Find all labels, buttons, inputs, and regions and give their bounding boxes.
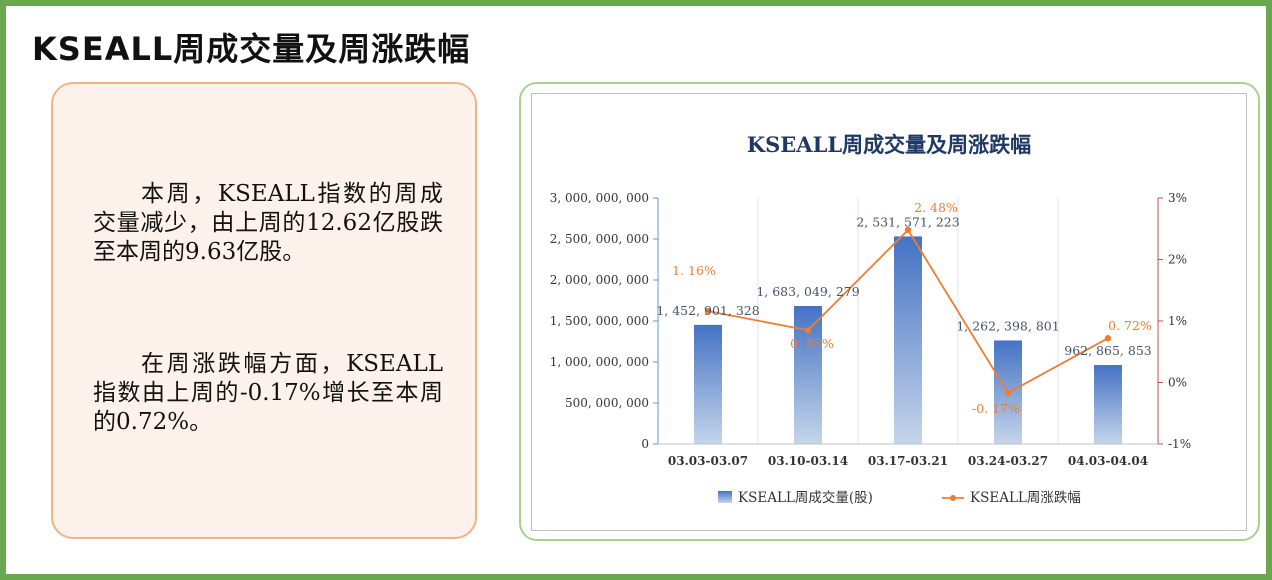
left-axis-tick-label: 0 [641,437,649,451]
change-point [804,327,812,334]
change-point [704,307,712,315]
change-point-label: 0. 72% [1108,318,1152,333]
legend-line-label: KSEALL周涨跌幅 [970,490,1081,506]
left-axis-tick-label: 1, 500, 000, 000 [550,314,649,328]
summary-paragraph-volume: 本周，KSEALL指数的周成交量减少，由上周的12.62亿股跌至本周的9.63亿… [93,181,443,265]
change-point-label: -0. 17% [972,401,1020,416]
right-axis-tick-label: 0% [1168,376,1187,390]
volume-bar-label: 1, 452, 901, 328 [656,303,759,318]
change-point [904,226,912,234]
change-point-label: 1. 16% [672,263,716,278]
volume-bar [1094,365,1122,444]
volume-bar-label: 1, 683, 049, 279 [756,284,859,299]
summary-card: 本周，KSEALL指数的周成交量减少，由上周的12.62亿股跌至本周的9.63亿… [51,82,477,539]
legend-bar-swatch [718,491,732,503]
chart-title: KSEALL周成交量及周涨跌幅 [747,132,1031,157]
summary-paragraph-change: 在周涨跌幅方面，KSEALL指数由上周的-0.17%增长至本周的0.72%。 [93,351,443,435]
left-axis-tick-label: 1, 000, 000, 000 [550,355,649,369]
chart-card: KSEALL周成交量及周涨跌幅 0 500, 000, 000 1, 000, 00… [519,82,1260,541]
right-axis-tick-label: -1% [1168,437,1191,451]
left-axis-tick-label: 2, 000, 000, 000 [550,273,649,287]
volume-bar [894,236,922,444]
volume-bar-label: 2, 531, 571, 223 [856,214,959,229]
change-point [1104,335,1112,342]
combo-chart: KSEALL周成交量及周涨跌幅 0 500, 000, 000 1, 000, 00… [550,132,1191,506]
volume-bar-label: 962, 865, 853 [1064,343,1152,358]
x-axis-tick-label: 03.03-03.07 [668,454,748,468]
left-axis-tick-label: 500, 000, 000 [565,396,649,410]
change-point-label: 0. 85% [790,336,834,351]
chart-panel: KSEALL周成交量及周涨跌幅 0 500, 000, 000 1, 000, 00… [531,93,1247,531]
change-point-label: 2. 48% [914,200,958,215]
legend-bar-label: KSEALL周成交量(股) [738,489,873,506]
right-axis-tick-label: 3% [1168,191,1187,205]
x-axis-tick-label: 03.24-03.27 [968,454,1048,468]
page-heading: KSEALL周成交量及周涨跌幅 [32,30,471,68]
volume-bar [794,305,822,444]
change-point [1004,389,1012,397]
right-axis-tick-label: 1% [1168,314,1187,328]
x-axis-tick-label: 03.17-03.21 [868,454,948,468]
x-axis-tick-label: 04.03-04.04 [1068,454,1148,468]
x-axis-tick-label: 03.10-03.14 [768,454,848,468]
right-axis-tick-label: 2% [1168,253,1187,267]
legend-line-marker [950,495,956,501]
left-axis-tick-label: 2, 500, 000, 000 [550,232,649,246]
volume-bar [694,324,722,444]
volume-bar-label: 1, 262, 398, 801 [956,318,1059,333]
left-axis-tick-label: 3, 000, 000, 000 [550,191,649,205]
